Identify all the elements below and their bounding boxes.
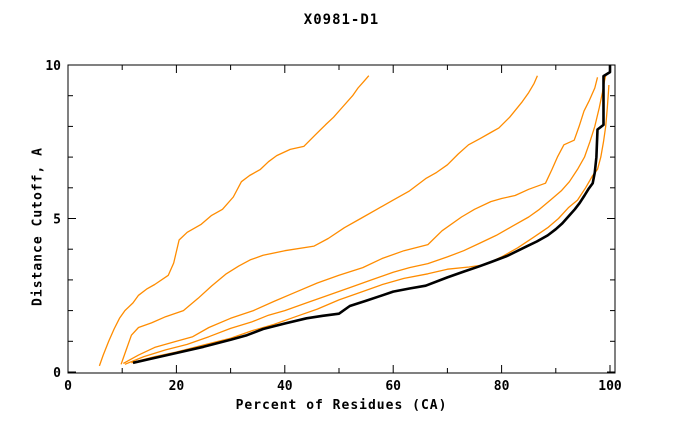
orange-curve-2 xyxy=(120,75,538,365)
black-model-curve xyxy=(132,65,612,365)
x-axis-label: Percent of Residues (CA) xyxy=(235,398,448,413)
y-tick-label: 5 xyxy=(53,213,61,228)
y-tick-label: 10 xyxy=(45,59,61,74)
chart-title: X0981-D1 xyxy=(303,12,380,28)
x-tick-label: 80 xyxy=(494,379,510,394)
orange-curve-5 xyxy=(131,84,610,364)
x-tick-label: 40 xyxy=(277,379,293,394)
y-tick-label: 0 xyxy=(53,366,61,381)
orange-curve-3 xyxy=(122,77,599,364)
x-tick-label: 60 xyxy=(385,379,401,394)
orange-curve-4 xyxy=(124,75,607,365)
orange-curve-1 xyxy=(98,75,370,367)
x-tick-label: 20 xyxy=(169,379,185,394)
x-tick-label: 0 xyxy=(64,379,72,394)
plot-frame xyxy=(67,64,616,374)
x-tick-label: 100 xyxy=(598,379,622,394)
